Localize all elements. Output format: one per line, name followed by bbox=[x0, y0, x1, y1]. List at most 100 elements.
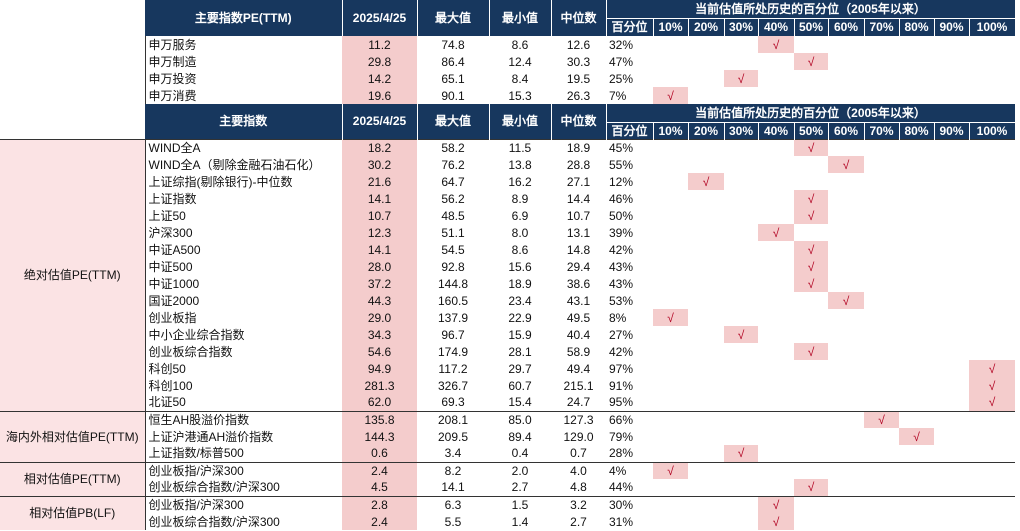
percentile-bin-cell bbox=[828, 394, 864, 411]
percentile-bin-cell bbox=[934, 173, 969, 190]
current-value: 14.1 bbox=[342, 241, 417, 258]
percentile-bin-cell bbox=[758, 343, 794, 360]
current-value: 2.4 bbox=[342, 513, 417, 530]
median-value: 127.3 bbox=[551, 410, 606, 428]
percentile-bin-cell bbox=[934, 241, 969, 258]
percentile-bin-cell bbox=[653, 377, 688, 394]
header-bin-4: 40% bbox=[757, 18, 795, 36]
max-value: 6.3 bbox=[417, 495, 489, 513]
current-value: 19.6 bbox=[342, 87, 417, 104]
median-value: 4.8 bbox=[570, 480, 587, 495]
percentile-value: 43% bbox=[609, 276, 634, 291]
index-name: 国证2000 bbox=[144, 292, 342, 309]
percentile-bin-cell bbox=[864, 495, 899, 513]
max-value: 326.7 bbox=[437, 378, 469, 393]
max-value: 8.2 bbox=[417, 461, 489, 479]
percentile-bin-cell bbox=[864, 53, 899, 70]
max-value: 5.5 bbox=[444, 514, 462, 529]
percentile-bin-cell bbox=[864, 207, 899, 224]
index-name: 沪深300 bbox=[144, 224, 342, 241]
table-row: 上证综指(剔除银行)-中位数 21.6 64.7 16.2 27.1 12% √ bbox=[0, 173, 1015, 190]
percentile-bin-cell bbox=[969, 53, 1015, 70]
group-label: 相对估值PE(TTM) bbox=[0, 461, 145, 496]
index-name: 中证A500 bbox=[144, 241, 342, 258]
percentile-bin-cell bbox=[969, 445, 1015, 462]
percentile-check-mark: √ bbox=[828, 156, 864, 173]
table-row: 上证指数 14.1 56.2 8.9 14.4 46% √ bbox=[0, 190, 1015, 207]
median-value: 58.9 bbox=[566, 344, 591, 359]
percentile-bin-cell bbox=[688, 70, 724, 87]
percentile-value: 42% bbox=[609, 344, 634, 359]
header-row-top: 主要指数PE(TTM) 2025/4/25 最大值 最小值 中位数 当前估值所处历史的百分… bbox=[0, 0, 1016, 36]
percentile-bin-cell bbox=[688, 479, 724, 496]
current-value: 14.2 bbox=[342, 70, 417, 87]
percentile-bin-cell bbox=[724, 410, 758, 428]
percentile-value: 44% bbox=[609, 480, 634, 495]
index-name: 申万消费 bbox=[144, 87, 342, 104]
percentile-bin-cell bbox=[724, 461, 758, 479]
max-value: 65.1 bbox=[441, 71, 465, 86]
percentile-check-mark: √ bbox=[794, 258, 828, 275]
index-name: 上证综指(剔除银行)-中位数 bbox=[144, 173, 342, 190]
header-bin-10: 100% bbox=[968, 122, 1016, 139]
percentile-bin-cell bbox=[724, 343, 758, 360]
percentile-bin-cell bbox=[794, 360, 828, 377]
index-name: 北证50 bbox=[144, 394, 342, 411]
percentile-bin-cell bbox=[758, 70, 794, 87]
header-history-title: 当前估值所处历史的百分位（2005年以来） bbox=[606, 104, 1016, 123]
percentile-bin-cell bbox=[758, 190, 794, 207]
table-row: 创业板指 29.0 137.9 22.9 49.5 8% √ bbox=[0, 309, 1015, 326]
index-name: 上证指数/标普500 bbox=[144, 445, 342, 462]
table-row: 中小企业综合指数 34.3 96.7 15.9 40.4 27% √ bbox=[0, 326, 1015, 343]
percentile-bin-cell bbox=[653, 36, 688, 53]
table-row: 科创50 94.9 117.2 29.7 49.4 97% √ bbox=[0, 360, 1015, 377]
percentile-bin-cell bbox=[934, 190, 969, 207]
percentile-bin-cell bbox=[653, 138, 688, 156]
percentile-bin-cell bbox=[688, 87, 724, 104]
percentile-bin-cell bbox=[653, 445, 688, 462]
percentile-bin-cell bbox=[899, 394, 934, 411]
index-name: 创业板指/沪深300 bbox=[144, 495, 342, 513]
percentile-bin-cell bbox=[758, 87, 794, 104]
percentile-bin-cell bbox=[899, 173, 934, 190]
percentile-check-mark: √ bbox=[758, 513, 794, 530]
header-bin-7: 70% bbox=[863, 18, 900, 36]
percentile-bin-cell bbox=[828, 258, 864, 275]
percentile-bin-cell bbox=[934, 495, 969, 513]
percentile-bin-cell bbox=[934, 428, 969, 445]
percentile-bin-cell bbox=[724, 156, 758, 173]
percentile-bin-cell bbox=[934, 394, 969, 411]
percentile-bin-cell bbox=[653, 292, 688, 309]
percentile-bin-cell bbox=[688, 207, 724, 224]
median-value: 38.6 bbox=[566, 276, 591, 291]
percentile-bin-cell bbox=[758, 241, 794, 258]
percentile-bin-cell bbox=[758, 394, 794, 411]
percentile-bin-cell bbox=[828, 190, 864, 207]
percentile-bin-cell bbox=[653, 224, 688, 241]
header-median: 中位数 bbox=[551, 0, 607, 36]
median-value: 27.1 bbox=[566, 174, 591, 189]
percentile-bin-cell bbox=[899, 224, 934, 241]
percentile-bin-cell bbox=[864, 173, 899, 190]
index-name: 中小企业综合指数 bbox=[144, 326, 342, 343]
header-blank-cell bbox=[0, 104, 145, 139]
percentile-value: 12% bbox=[609, 174, 634, 189]
max-value: 137.9 bbox=[437, 310, 469, 325]
header-bin-6: 60% bbox=[827, 122, 865, 139]
percentile-bin-cell bbox=[899, 87, 934, 104]
min-value: 15.4 bbox=[508, 395, 532, 410]
max-value: 160.5 bbox=[437, 293, 469, 308]
percentile-bin-cell bbox=[724, 360, 758, 377]
percentile-bin-cell bbox=[864, 445, 899, 462]
max-value: 58.2 bbox=[417, 138, 489, 156]
percentile-value: 7% bbox=[609, 88, 627, 103]
percentile-bin-cell bbox=[758, 479, 794, 496]
table-row: 相对估值PE(TTM) 创业板指/沪深300 2.4 8.2 2.0 4.0 4% √ bbox=[0, 461, 1015, 496]
max-value: 76.2 bbox=[441, 157, 465, 172]
table-row: 沪深300 12.3 51.1 8.0 13.1 39% √ bbox=[0, 224, 1015, 241]
index-name: 中证1000 bbox=[144, 275, 342, 292]
percentile-bin-cell bbox=[688, 258, 724, 275]
percentile-bin-cell bbox=[794, 87, 828, 104]
percentile-bin-cell bbox=[828, 428, 864, 445]
max-value: 64.7 bbox=[441, 174, 465, 189]
